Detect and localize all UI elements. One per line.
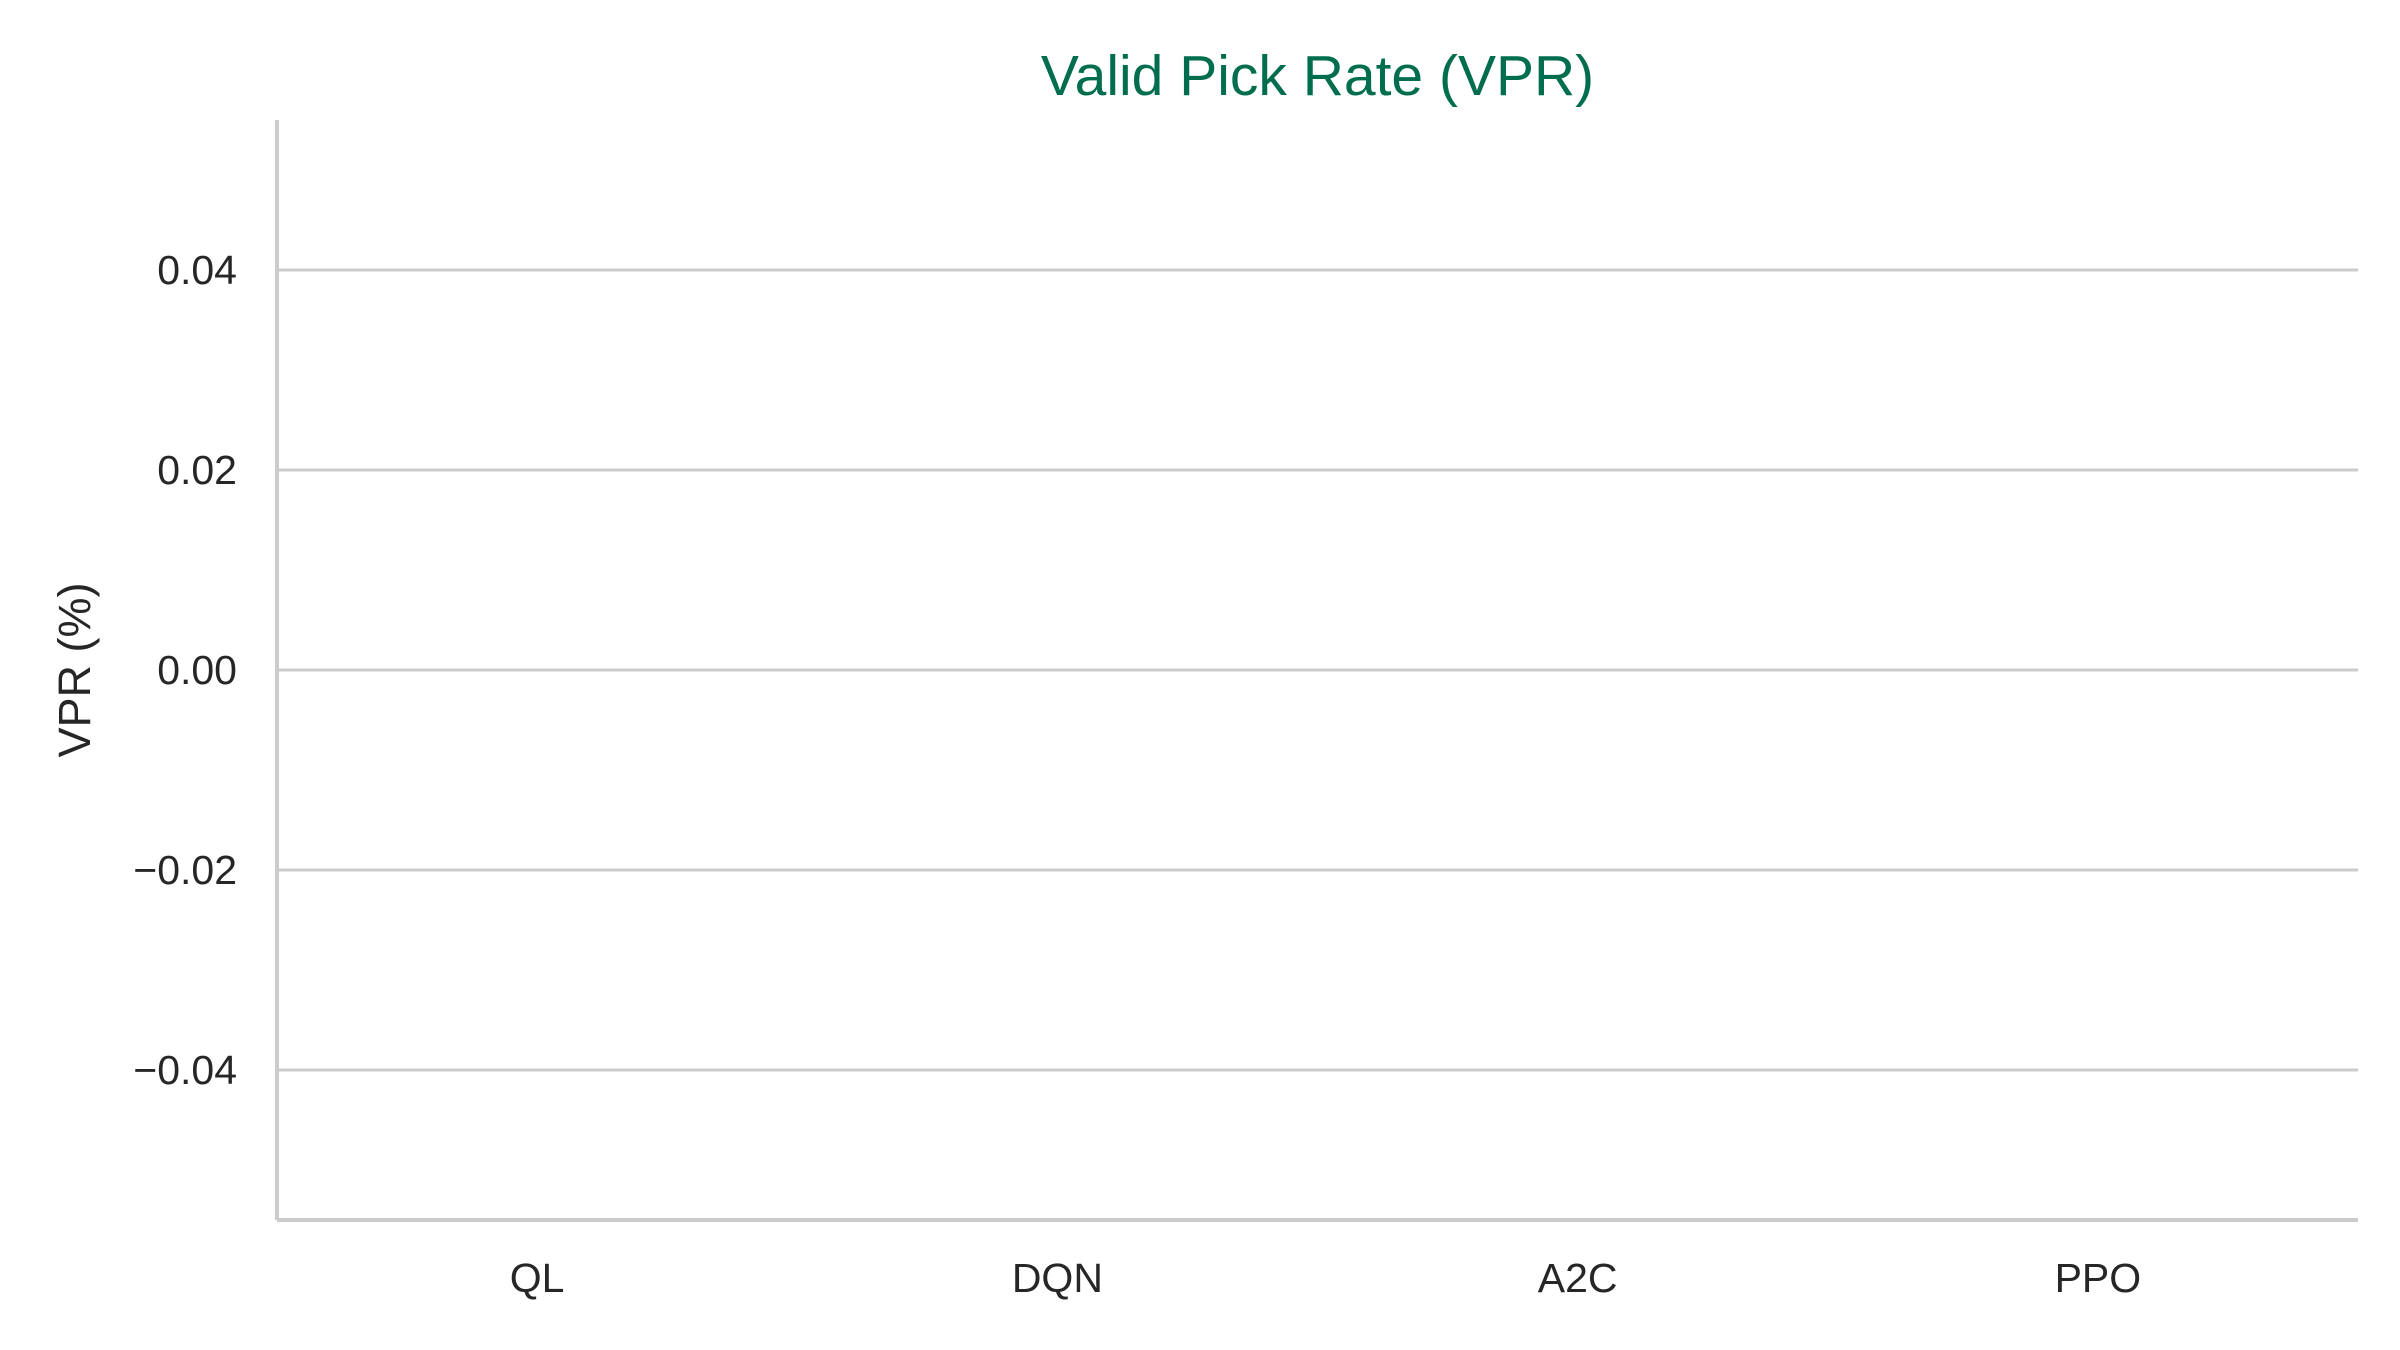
y-axis-label: VPR (%) (49, 582, 100, 757)
y-tick-label: −0.02 (133, 847, 237, 893)
x-tick-label: PPO (2055, 1255, 2142, 1301)
y-tick-label: −0.04 (133, 1047, 237, 1093)
y-tick-label: 0.02 (157, 447, 237, 493)
x-tick-label: DQN (1012, 1255, 1103, 1301)
y-tick-label: 0.00 (157, 647, 237, 693)
y-tick-labels: −0.04 −0.02 0.00 0.02 0.04 (133, 247, 237, 1093)
x-tick-labels: QL DQN A2C PPO (510, 1255, 2141, 1301)
axes (275, 120, 2358, 1222)
y-tick-label: 0.04 (157, 247, 237, 293)
gridlines (277, 268, 2358, 1072)
x-tick-label: A2C (1538, 1255, 1618, 1301)
chart-title: Valid Pick Rate (VPR) (1041, 44, 1594, 108)
x-tick-label: QL (510, 1255, 565, 1301)
